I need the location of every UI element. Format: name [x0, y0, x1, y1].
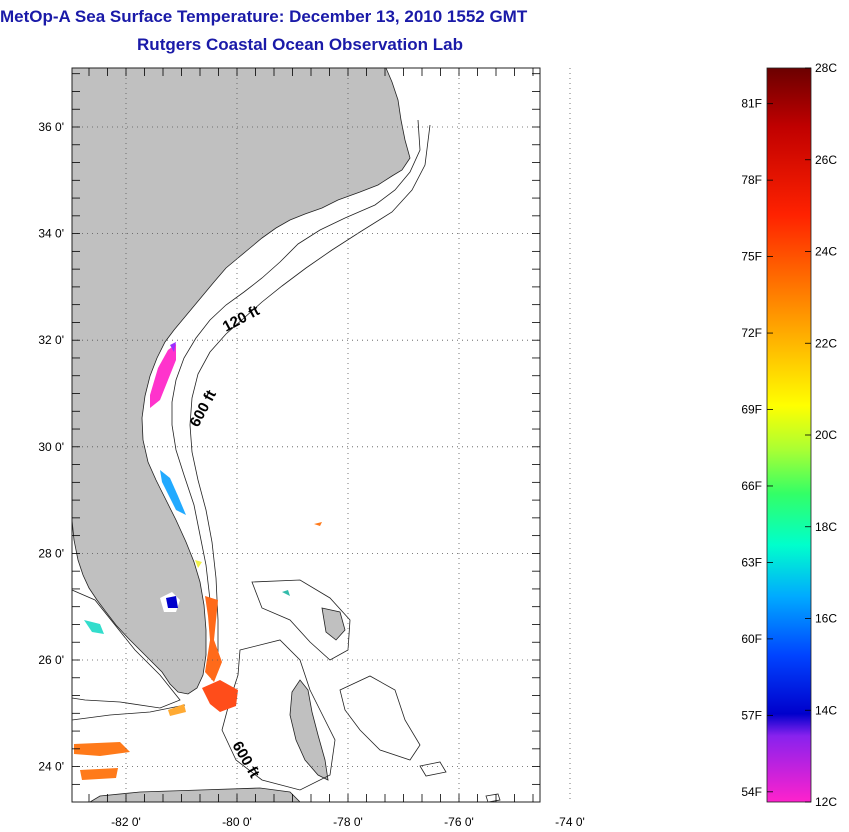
colorbar-c-label: 26C: [815, 153, 837, 167]
colorbar-fahrenheit-labels: 81F 78F 75F 72F 69F 66F 63F 60F 57F 54F: [741, 97, 773, 799]
sst-data-patches: [74, 342, 322, 780]
map-ticks: [72, 68, 540, 802]
lat-tick-label: 24 0': [38, 760, 64, 774]
colorbar: [766, 67, 812, 803]
colorbar-c-label: 24C: [815, 245, 837, 259]
contour-label-120ft: 120 ft: [220, 302, 263, 335]
colorbar-c-label: 22C: [815, 336, 837, 350]
lat-tick-label: 32 0': [38, 333, 64, 347]
land-mass: [71, 67, 411, 803]
lat-tick-label: 26 0': [38, 653, 64, 667]
colorbar-c-label: 12C: [815, 795, 837, 809]
lon-tick-label: -76 0': [444, 815, 474, 829]
map-title: MetOp-A Sea Surface Temperature: Decembe…: [0, 7, 528, 26]
lat-tick-label: 34 0': [38, 227, 64, 241]
lon-tick-label: -80 0': [222, 815, 252, 829]
lat-tick-label: 36 0': [38, 120, 64, 134]
colorbar-f-label: 69F: [741, 403, 762, 417]
map-grid: [71, 67, 571, 803]
colorbar-c-label: 20C: [815, 428, 837, 442]
colorbar-f-label: 66F: [741, 479, 762, 493]
bathymetry-contours: [71, 119, 501, 803]
latitude-labels: 36 0' 34 0' 32 0' 30 0' 28 0' 26 0' 24 0': [38, 120, 64, 774]
longitude-labels: -82 0' -80 0' -78 0' -76 0' -74 0': [111, 815, 585, 829]
colorbar-f-label: 72F: [741, 326, 762, 340]
colorbar-f-label: 60F: [741, 632, 762, 646]
colorbar-celsius-labels: 28C 26C 24C 22C 20C 18C 16C 14C 12C: [805, 61, 837, 809]
colorbar-c-label: 16C: [815, 612, 837, 626]
colorbar-f-label: 81F: [741, 97, 762, 111]
colorbar-f-label: 75F: [741, 250, 762, 264]
colorbar-f-label: 57F: [741, 708, 762, 722]
lat-tick-label: 28 0': [38, 546, 64, 560]
lon-tick-label: -78 0': [333, 815, 363, 829]
lat-tick-label: 30 0': [38, 440, 64, 454]
colorbar-c-label: 14C: [815, 703, 837, 717]
contour-label-600ft-south: 600 ft: [229, 739, 263, 781]
colorbar-f-label: 78F: [741, 173, 762, 187]
map-subtitle: Rutgers Coastal Ocean Observation Lab: [137, 35, 463, 54]
lon-tick-label: -74 0': [555, 815, 585, 829]
colorbar-f-label: 54F: [741, 785, 762, 799]
colorbar-c-label: 28C: [815, 61, 837, 75]
lon-tick-label: -82 0': [111, 815, 141, 829]
map-frame: [71, 67, 541, 803]
colorbar-f-label: 63F: [741, 555, 762, 569]
colorbar-c-label: 18C: [815, 520, 837, 534]
